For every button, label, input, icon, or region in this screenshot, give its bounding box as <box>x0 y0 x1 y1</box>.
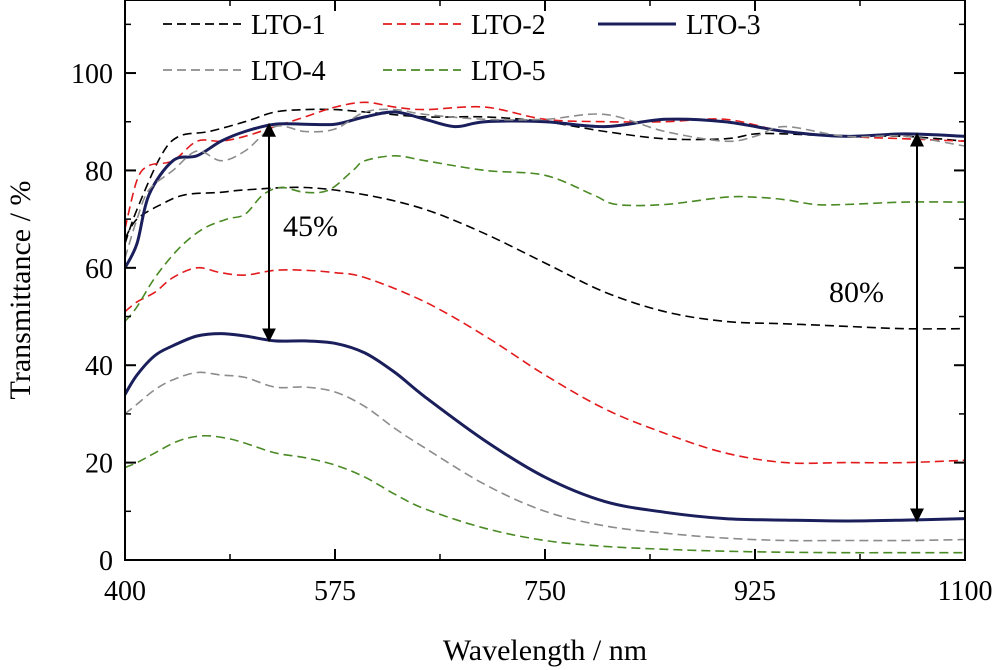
series-line-lto-4-low <box>125 371 965 542</box>
y-tick-label-100: 100 <box>71 59 113 90</box>
legend-label-lto-3: LTO-3 <box>686 10 761 41</box>
annotation-group: 45% 80% <box>262 122 924 523</box>
y-tick-label-40: 40 <box>85 351 113 382</box>
x-tick-label-750: 750 <box>524 576 566 607</box>
series-line-lto-2-low <box>125 266 965 465</box>
x-tick-label-1100: 1100 <box>938 576 993 607</box>
legend-label-lto-5: LTO-5 <box>471 56 546 87</box>
axes: 400 575 750 925 1100 0 20 40 60 80 100 Wavelength /… <box>4 0 992 667</box>
y-axis-title: Transmittance / % <box>4 181 37 400</box>
series-line-lto-2-high <box>125 101 965 230</box>
y-tick-label-80: 80 <box>85 156 113 187</box>
x-axis-title: Wavelength / nm <box>443 634 647 667</box>
y-tick-label-0: 0 <box>99 546 113 577</box>
series-line-lto-1-high <box>125 108 965 244</box>
series-line-lto-4-high <box>125 108 965 259</box>
legend: LTO-1 LTO-2 LTO-3 LTO-4 LTO-5 <box>163 10 761 87</box>
x-tick-label-400: 400 <box>104 576 146 607</box>
series-line-lto-3-high <box>125 110 965 269</box>
y-tick-label-20: 20 <box>85 449 113 480</box>
x-tick-label-925: 925 <box>734 576 776 607</box>
legend-label-lto-4: LTO-4 <box>251 56 326 87</box>
series-line-lto-3-low <box>125 332 965 523</box>
series-group <box>125 101 965 554</box>
series-line-lto-1-low <box>125 186 965 330</box>
series-line-lto-5-high <box>125 155 965 322</box>
series-line-lto-5-low <box>125 434 965 554</box>
annotation-label-1: 45% <box>283 210 338 243</box>
legend-label-lto-2: LTO-2 <box>471 10 546 41</box>
x-tick-label-575: 575 <box>314 576 356 607</box>
annotation-label-2: 80% <box>829 276 884 309</box>
y-tick-label-60: 60 <box>85 254 113 285</box>
legend-label-lto-1: LTO-1 <box>251 10 326 41</box>
